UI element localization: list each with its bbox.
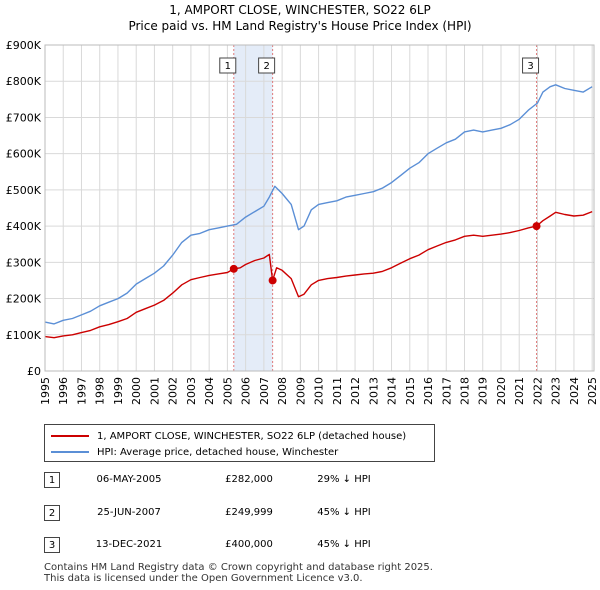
legend: 1, AMPORT CLOSE, WINCHESTER, SO22 6LP (d… bbox=[44, 424, 435, 462]
sale-marker-box bbox=[522, 57, 540, 74]
y-tick-label: £300K bbox=[6, 256, 42, 269]
legend-item-hpi: HPI: Average price, detached house, Winc… bbox=[51, 445, 338, 459]
shaded-period bbox=[233, 45, 273, 371]
x-tick-label: 2024 bbox=[568, 377, 581, 405]
chart-subtitle: Price paid vs. HM Land Registry's House … bbox=[128, 19, 472, 33]
y-tick-label: £500K bbox=[6, 184, 42, 197]
chart: 1 2 3 £0 £100K £200K £300K £400K £500K £600K £700… bbox=[6, 39, 599, 405]
footer-license: This data is licensed under the Open Gov… bbox=[44, 573, 363, 584]
x-tick-label: 2011 bbox=[331, 377, 344, 405]
hpi-series-line bbox=[44, 84, 593, 325]
table-row: 3 13-DEC-2021 £400,000 45% ↓ HPI bbox=[44, 537, 384, 555]
x-tick-label: 1998 bbox=[94, 377, 107, 405]
x-tick-label: 2005 bbox=[221, 377, 234, 405]
x-tick-label: 2000 bbox=[130, 377, 143, 405]
x-tick-label: 2007 bbox=[258, 377, 271, 405]
y-tick-label: £700K bbox=[6, 111, 42, 124]
sale-number: 3 bbox=[44, 537, 60, 553]
legend-label-hpi: HPI: Average price, detached house, Winc… bbox=[97, 446, 339, 458]
x-tick-label: 2003 bbox=[185, 377, 198, 405]
legend-swatch-property bbox=[51, 435, 89, 437]
x-tick-label: 1995 bbox=[39, 377, 52, 405]
sale-price: £400,000 bbox=[225, 539, 273, 550]
sale-number: 2 bbox=[44, 505, 60, 521]
x-tick-label: 2002 bbox=[167, 377, 180, 405]
y-tick-label: £200K bbox=[6, 293, 42, 306]
footer: Contains HM Land Registry data © Crown c… bbox=[44, 562, 433, 584]
x-tick-label: 2015 bbox=[404, 377, 417, 405]
sale-point bbox=[268, 276, 277, 285]
y-tick-label: £900K bbox=[6, 39, 42, 52]
x-tick-label: 1999 bbox=[112, 377, 125, 405]
table-row: 1 06-MAY-2005 £282,000 29% ↓ HPI bbox=[44, 472, 384, 490]
x-tick-label: 2025 bbox=[586, 377, 599, 405]
x-tick-label: 2019 bbox=[477, 377, 490, 405]
legend-swatch-hpi bbox=[51, 451, 89, 453]
y-tick-label: £600K bbox=[6, 148, 42, 161]
sale-date: 06-MAY-2005 bbox=[96, 474, 162, 485]
sale-marker-label: 2 bbox=[263, 61, 269, 72]
y-tick-label: £100K bbox=[6, 329, 42, 342]
sale-marker-label: 3 bbox=[527, 61, 533, 72]
table-row: 2 25-JUN-2007 £249,999 45% ↓ HPI bbox=[44, 505, 384, 523]
sale-number: 1 bbox=[44, 472, 60, 488]
x-tick-label: 2023 bbox=[550, 377, 563, 405]
sale-hpi-diff: 45% ↓ HPI bbox=[317, 507, 371, 518]
x-tick-label: 2017 bbox=[440, 377, 453, 405]
sale-hpi-diff: 29% ↓ HPI bbox=[317, 474, 371, 485]
x-tick-label: 2020 bbox=[495, 377, 508, 405]
chart-title: 1, AMPORT CLOSE, WINCHESTER, SO22 6LP bbox=[169, 3, 431, 17]
sale-price: £249,999 bbox=[225, 507, 273, 518]
x-tick-label: 2022 bbox=[531, 377, 544, 405]
sale-price: £282,000 bbox=[225, 474, 273, 485]
x-tick-label: 1997 bbox=[75, 377, 88, 405]
sale-marker-box bbox=[258, 57, 276, 74]
x-tick-label: 2008 bbox=[276, 377, 289, 405]
footer-copyright: Contains HM Land Registry data © Crown c… bbox=[44, 562, 433, 573]
legend-item-property: 1, AMPORT CLOSE, WINCHESTER, SO22 6LP (d… bbox=[51, 429, 406, 443]
x-tick-label: 2013 bbox=[367, 377, 380, 405]
sale-marker-box bbox=[219, 57, 237, 74]
sale-point bbox=[229, 264, 238, 273]
x-tick-label: 2016 bbox=[422, 377, 435, 405]
x-tick-label: 2001 bbox=[148, 377, 161, 405]
plot-frame bbox=[44, 44, 595, 372]
x-tick-label: 2014 bbox=[386, 377, 399, 405]
sale-marker-label: 1 bbox=[225, 61, 231, 72]
x-tick-label: 1996 bbox=[57, 377, 70, 405]
y-tick-label: £800K bbox=[6, 75, 42, 88]
sale-point bbox=[532, 222, 541, 231]
x-tick-label: 2021 bbox=[513, 377, 526, 405]
x-tick-label: 2018 bbox=[459, 377, 472, 405]
y-tick-label: £400K bbox=[6, 220, 42, 233]
property-series-line bbox=[44, 210, 593, 339]
y-tick-label: £0 bbox=[27, 365, 41, 378]
x-tick-label: 2009 bbox=[294, 377, 307, 405]
x-tick-label: 2006 bbox=[240, 377, 253, 405]
sale-date: 25-JUN-2007 bbox=[97, 507, 161, 518]
x-tick-label: 2004 bbox=[203, 377, 216, 405]
x-tick-label: 2012 bbox=[349, 377, 362, 405]
x-tick-label: 2010 bbox=[313, 377, 326, 405]
sale-hpi-diff: 45% ↓ HPI bbox=[317, 539, 371, 550]
sale-date: 13-DEC-2021 bbox=[95, 539, 163, 550]
legend-label-property: 1, AMPORT CLOSE, WINCHESTER, SO22 6LP (d… bbox=[97, 430, 407, 442]
